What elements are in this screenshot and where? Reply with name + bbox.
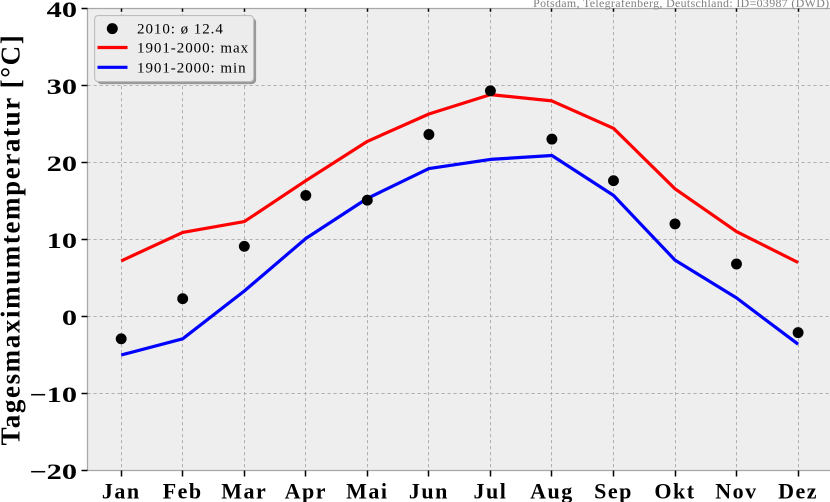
- svg-text:Sep: Sep: [594, 479, 633, 502]
- svg-text:Mai: Mai: [346, 479, 388, 502]
- svg-text:10: 10: [47, 228, 77, 253]
- svg-text:Jul: Jul: [473, 479, 507, 502]
- svg-text:40: 40: [47, 0, 77, 22]
- svg-text:1901-2000: min: 1901-2000: min: [137, 60, 247, 76]
- svg-text:Aug: Aug: [530, 479, 574, 502]
- svg-text:2010: ø 12.4: 2010: ø 12.4: [137, 21, 224, 37]
- svg-text:Potsdam, Telegrafenberg, Deuts: Potsdam, Telegrafenberg, Deutschland: ID…: [533, 0, 829, 10]
- svg-text:Tagesmaximumtemperatur [°C]: Tagesmaximumtemperatur [°C]: [0, 34, 26, 446]
- svg-text:0: 0: [62, 305, 77, 330]
- svg-text:30: 30: [47, 74, 77, 99]
- svg-text:Jun: Jun: [409, 479, 449, 502]
- svg-text:Nov: Nov: [715, 479, 757, 502]
- svg-text:Apr: Apr: [285, 479, 327, 502]
- svg-text:Dez: Dez: [778, 479, 818, 502]
- svg-text:20: 20: [47, 151, 77, 176]
- svg-text:Jan: Jan: [102, 479, 141, 502]
- svg-text:−10: −10: [29, 382, 77, 407]
- svg-text:Feb: Feb: [163, 479, 203, 502]
- svg-text:−20: −20: [29, 459, 77, 484]
- svg-text:Okt: Okt: [654, 479, 695, 502]
- svg-text:1901-2000: max: 1901-2000: max: [137, 41, 249, 57]
- svg-text:Mar: Mar: [221, 479, 267, 502]
